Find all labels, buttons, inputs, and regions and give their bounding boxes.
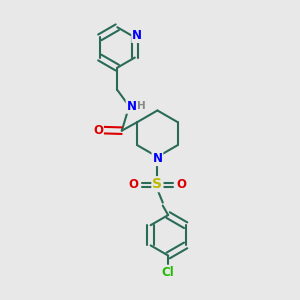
Text: H: H <box>137 101 146 111</box>
Text: O: O <box>176 178 186 191</box>
Text: N: N <box>152 152 162 165</box>
Text: Cl: Cl <box>162 266 175 279</box>
Text: O: O <box>93 124 103 136</box>
Text: S: S <box>152 177 162 191</box>
Text: N: N <box>127 100 136 113</box>
Text: O: O <box>129 178 139 191</box>
Text: N: N <box>132 29 142 42</box>
